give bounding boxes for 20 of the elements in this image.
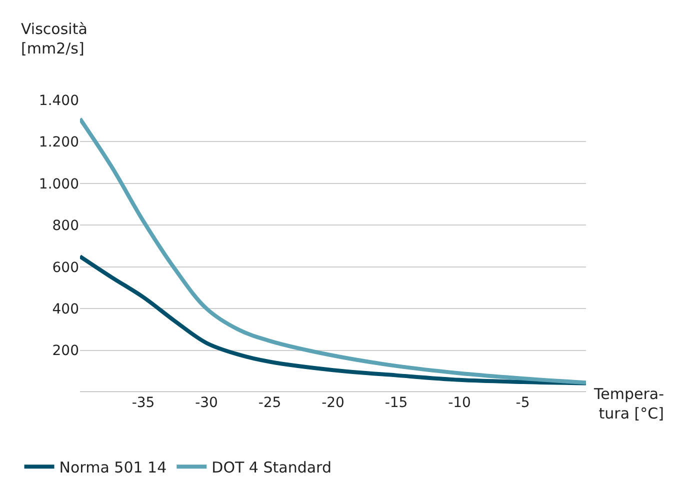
x-tick-label: -5	[516, 395, 530, 411]
y-tick-label: 600	[52, 260, 79, 276]
x-tick-label: -30	[195, 395, 218, 411]
x-tick-label: -20	[322, 395, 344, 411]
legend-label: DOT 4 Standard	[212, 458, 332, 476]
y-axis-title: Viscosità [mm2/s]	[21, 20, 88, 58]
x-axis-title: Tempera- tura [°C]	[593, 385, 664, 422]
x-tick-label: -35	[132, 395, 155, 411]
y-tick-label: 1.400	[38, 92, 79, 109]
legend-label: Norma 501 14	[59, 458, 167, 476]
x-tick-label: -25	[258, 395, 282, 411]
x-tick-label: -10	[448, 395, 471, 411]
y-tick-label: 400	[52, 301, 79, 318]
x-tick-label: -15	[384, 395, 408, 411]
y-tick-label: 1.200	[38, 134, 79, 151]
line-series	[80, 116, 586, 385]
y-tick-label: 200	[52, 343, 79, 360]
y-tick-label: 1.000	[38, 176, 79, 192]
line-series	[80, 254, 586, 386]
y-tick-label: 800	[52, 218, 79, 234]
